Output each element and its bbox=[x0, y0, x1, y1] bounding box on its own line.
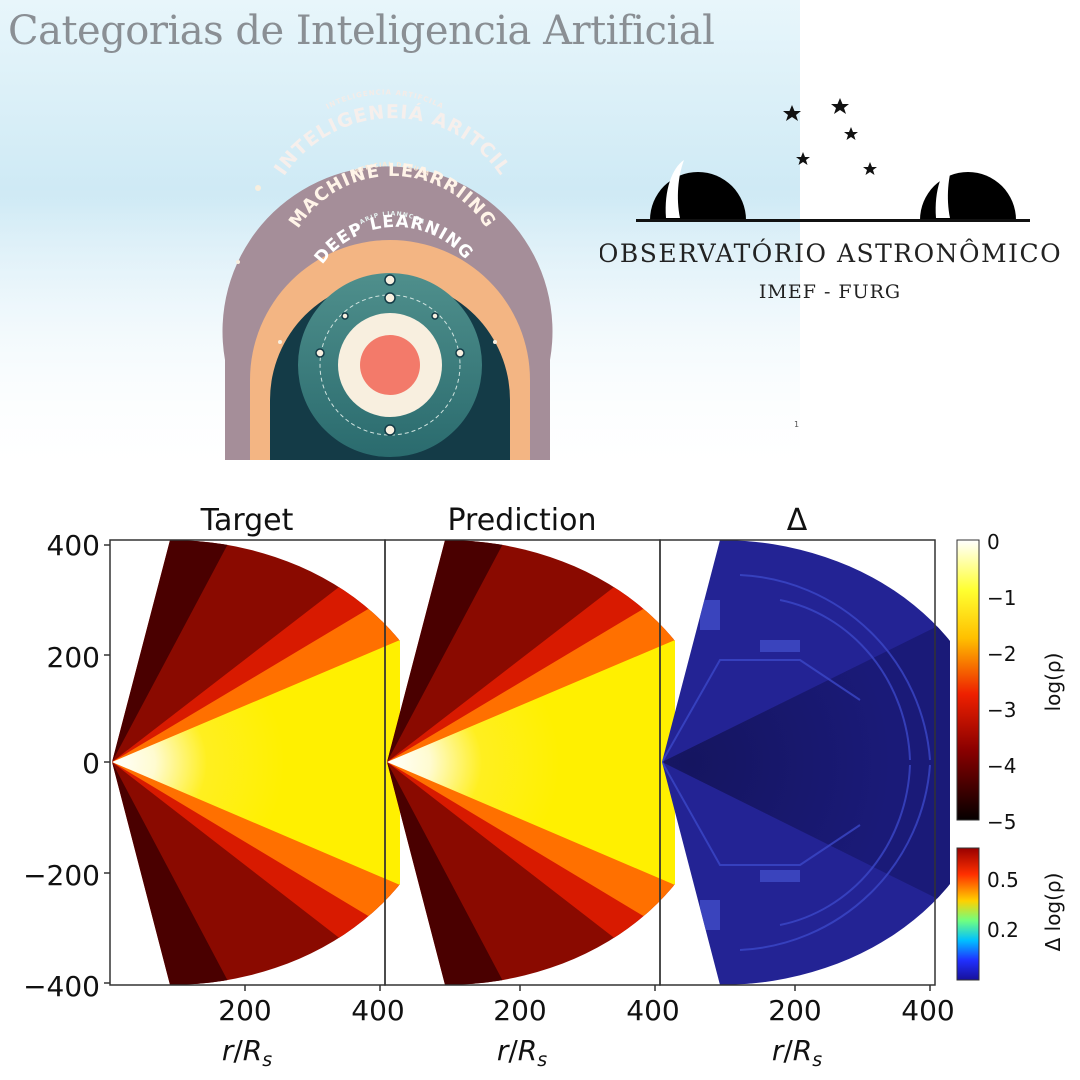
cbar-tick: 0 bbox=[987, 530, 1000, 554]
x-tick: 200 bbox=[218, 994, 271, 1027]
y-tick: 0 bbox=[82, 747, 100, 780]
cbar-tick: −4 bbox=[987, 754, 1016, 778]
delta-colorbar-label: Δ log(ρ) bbox=[1041, 873, 1065, 952]
orbit-dots bbox=[315, 274, 465, 436]
x-tick: 200 bbox=[768, 994, 821, 1027]
delta-colorbar bbox=[956, 847, 980, 981]
panel-title-target: Target bbox=[200, 503, 294, 538]
density-colorbar-label: log(ρ) bbox=[1041, 653, 1065, 712]
x-tick: 400 bbox=[351, 994, 404, 1027]
dome-right-icon bbox=[920, 160, 1016, 220]
y-tick: 200 bbox=[47, 641, 100, 674]
dome-left-icon bbox=[650, 160, 746, 220]
panel-title-delta: Δ bbox=[787, 503, 808, 538]
cbar-tick: 0.2 bbox=[987, 918, 1019, 942]
panel-title-prediction: Prediction bbox=[447, 503, 596, 538]
logo-base-line bbox=[636, 219, 1030, 222]
density-plots: Target Prediction Δ 400 200 0 −200 −400 … bbox=[23, 503, 1065, 1071]
target-heatmap bbox=[112, 540, 400, 985]
cbar-tick: −5 bbox=[987, 810, 1016, 834]
svg-text:r/Rs: r/Rs bbox=[497, 1034, 547, 1071]
y-tick: 400 bbox=[47, 529, 100, 562]
prediction-heatmap bbox=[387, 540, 675, 985]
cbar-tick: −1 bbox=[987, 586, 1016, 610]
svg-text:r/Rs: r/Rs bbox=[772, 1034, 822, 1071]
x-tick: 400 bbox=[901, 994, 954, 1027]
y-tick: −200 bbox=[23, 859, 100, 892]
y-tick: −400 bbox=[23, 970, 100, 1003]
stars-icon bbox=[783, 98, 877, 175]
delta-heatmap bbox=[662, 540, 950, 985]
cbar-tick: −2 bbox=[987, 642, 1016, 666]
x-tick: 200 bbox=[493, 994, 546, 1027]
logo-subtitle: IMEF - FURG bbox=[759, 281, 901, 303]
density-colorbar bbox=[956, 539, 980, 821]
outer-ring-caption: INTELIGENCIA ARTIFCILA bbox=[325, 88, 445, 110]
core-circle bbox=[360, 335, 420, 395]
observatory-logo: OBSERVATÓRIO ASTRONÔMICO IMEF - FURG bbox=[600, 98, 1062, 303]
x-tick: 400 bbox=[626, 994, 679, 1027]
ai-categories-figure: INTELIGENCIA ARTIFCILA INTELIGENEIÁ ARIT… bbox=[222, 88, 553, 460]
page-title: Categorias de Inteligencia Artificial bbox=[8, 8, 715, 54]
svg-text:r/Rs: r/Rs bbox=[222, 1034, 272, 1071]
logo-name: OBSERVATÓRIO ASTRONÔMICO bbox=[600, 239, 1062, 268]
delta-axes bbox=[659, 539, 936, 986]
cbar-tick: 0.5 bbox=[987, 868, 1019, 892]
outer-dots bbox=[236, 185, 497, 344]
small-mark: 1 bbox=[794, 420, 800, 429]
x-axis-labels: r/Rs r/Rs r/Rs bbox=[222, 1034, 822, 1071]
cbar-tick: −3 bbox=[987, 698, 1016, 722]
